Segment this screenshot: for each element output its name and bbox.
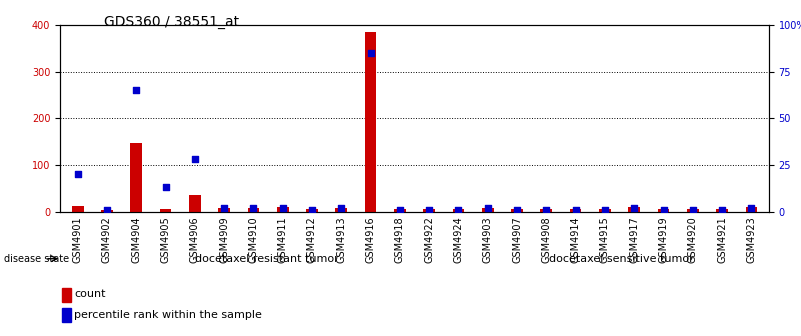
Bar <box>306 209 318 212</box>
Point <box>423 207 436 212</box>
Point <box>393 207 406 212</box>
Bar <box>336 208 347 212</box>
Point <box>686 207 699 212</box>
Bar <box>482 208 493 212</box>
Bar <box>746 208 757 212</box>
Text: percentile rank within the sample: percentile rank within the sample <box>74 310 262 321</box>
Text: docetaxel resistant tumor: docetaxel resistant tumor <box>195 254 339 264</box>
Bar <box>453 209 465 212</box>
Bar <box>62 308 70 323</box>
Bar <box>62 288 70 302</box>
Point <box>101 207 114 212</box>
Point <box>247 205 260 211</box>
Bar <box>218 208 230 212</box>
Point <box>276 205 289 211</box>
Bar <box>101 210 113 212</box>
Point <box>628 205 641 211</box>
Bar <box>599 209 611 212</box>
Bar <box>364 32 376 212</box>
Bar <box>716 209 728 212</box>
Point <box>510 207 523 212</box>
Point <box>452 207 465 212</box>
Point <box>130 88 143 93</box>
Bar <box>72 206 83 212</box>
Point <box>335 205 348 211</box>
Point <box>570 207 582 212</box>
Point <box>657 207 670 212</box>
Text: disease state: disease state <box>4 254 72 264</box>
Bar <box>658 209 670 212</box>
Bar <box>159 209 171 212</box>
Point <box>188 157 201 162</box>
Text: count: count <box>74 290 106 299</box>
Bar <box>189 195 201 212</box>
Point <box>159 185 172 190</box>
Text: GDS360 / 38551_at: GDS360 / 38551_at <box>104 15 239 29</box>
Point <box>715 207 728 212</box>
Point <box>598 207 611 212</box>
Bar <box>628 208 640 212</box>
Point <box>540 207 553 212</box>
Bar <box>248 208 260 212</box>
Text: docetaxel sensitive tumor: docetaxel sensitive tumor <box>549 254 694 264</box>
Bar <box>394 209 406 212</box>
Point <box>481 205 494 211</box>
Bar <box>541 209 552 212</box>
Bar <box>687 209 698 212</box>
Point <box>71 172 84 177</box>
Point <box>364 50 377 56</box>
Bar <box>131 143 142 212</box>
Bar <box>511 209 523 212</box>
Bar <box>277 208 288 212</box>
Point <box>306 207 319 212</box>
Bar <box>423 209 435 212</box>
Bar <box>570 209 582 212</box>
Point <box>218 205 231 211</box>
Point <box>745 205 758 211</box>
